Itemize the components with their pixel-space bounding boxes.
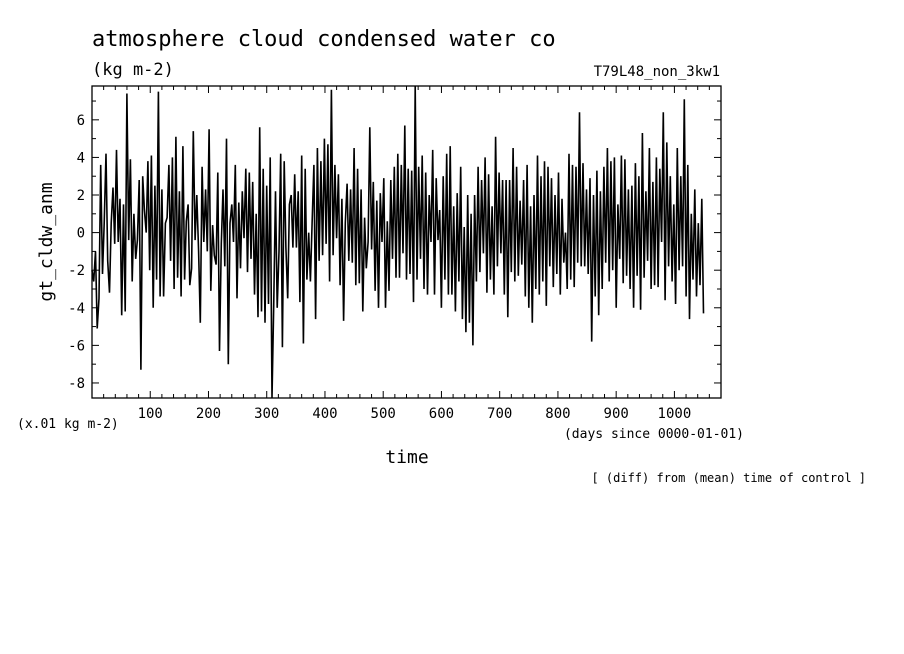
y-tick-label: 6 — [77, 113, 85, 129]
y-axis-label: gt_cldw_anm — [36, 182, 57, 301]
x-axis-units: (days since 0000-01-01) — [564, 427, 744, 442]
chart-units: (kg m-2) — [92, 60, 174, 80]
run-label: T79L48_non_3kw1 — [594, 64, 720, 80]
x-tick-label: 100 — [138, 406, 163, 422]
x-tick-label: 600 — [429, 406, 454, 422]
x-tick-label: 900 — [604, 406, 629, 422]
x-tick-label: 300 — [254, 406, 279, 422]
y-axis: -8 -6 -4 -2 0 2 4 6 — [68, 100, 721, 392]
chart-title: atmosphere cloud condensed water co — [92, 27, 556, 52]
y-tick-label: -4 — [68, 301, 85, 317]
y-tick-label: 2 — [77, 188, 85, 204]
x-tick-label: 500 — [371, 406, 396, 422]
y-scale-note: (x.01 kg m-2) — [17, 417, 119, 432]
x-axis-label: time — [385, 447, 428, 468]
x-tick-label: 200 — [196, 406, 221, 422]
x-tick-label: 800 — [545, 406, 570, 422]
series-line — [91, 85, 705, 399]
x-tick-label: 1000 — [658, 406, 692, 422]
x-axis: 100 200 300 400 500 600 700 800 900 1000 — [103, 86, 710, 422]
x-tick-label: 700 — [487, 406, 512, 422]
y-tick-label: -6 — [68, 338, 85, 354]
footnote: [ (diff) from (mean) time of control ] — [591, 471, 866, 485]
y-tick-label: 4 — [77, 150, 85, 166]
y-tick-label: 0 — [77, 226, 85, 242]
y-tick-label: -8 — [68, 376, 85, 392]
y-tick-label: -2 — [68, 263, 85, 279]
x-tick-label: 400 — [312, 406, 337, 422]
